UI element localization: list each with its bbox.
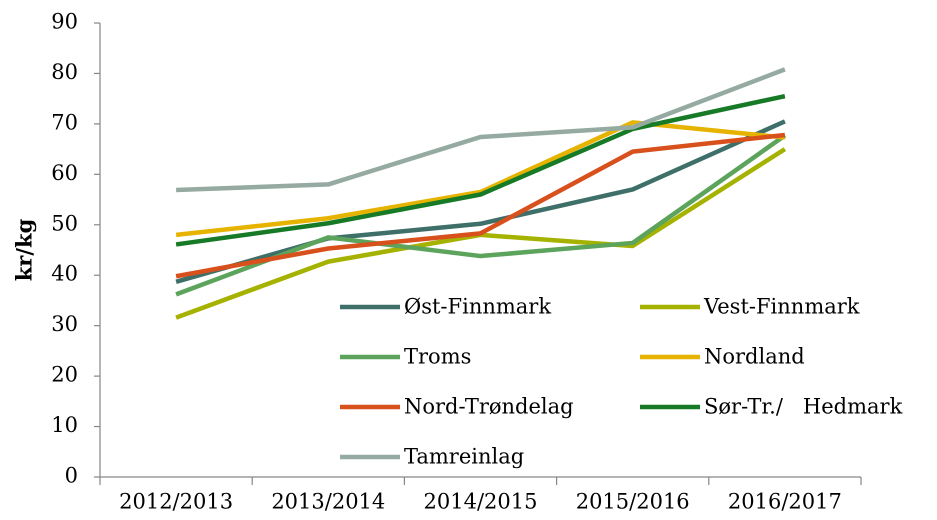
y-tick-label: 40 <box>51 262 78 286</box>
series-line <box>175 93 786 247</box>
y-tick-label: 80 <box>51 60 78 84</box>
y-tick-label: 30 <box>51 312 78 336</box>
y-tick-label: 90 <box>51 10 78 34</box>
y-tick-label: 20 <box>51 363 78 387</box>
y-tick-label: 70 <box>51 110 78 134</box>
series-line <box>175 119 786 284</box>
x-tick-label: 2014/2015 <box>424 490 538 514</box>
legend-label: Tamreinlag <box>404 445 524 469</box>
x-tick-label: 2013/2014 <box>271 490 385 514</box>
series-line <box>175 132 786 279</box>
legend-label: Øst-Finnmark <box>404 295 551 319</box>
y-tick-label: 50 <box>51 211 78 235</box>
y-tick-label: 0 <box>65 464 78 488</box>
series-line <box>175 133 787 297</box>
x-tick-label: 2012/2013 <box>119 490 233 514</box>
y-axis-label: kr/kg <box>12 218 37 281</box>
series-line <box>175 120 786 238</box>
legend-label: Nord-Trøndelag <box>404 395 574 419</box>
x-tick-label: 2016/2017 <box>728 490 842 514</box>
legend-label: Troms <box>404 345 471 369</box>
y-tick-label: 60 <box>51 161 78 185</box>
legend-label: Nordland <box>704 345 805 369</box>
legend-label: Vest-Finnmark <box>703 295 860 319</box>
x-tick-label: 2015/2016 <box>576 490 690 514</box>
series-line <box>176 67 786 193</box>
y-tick-label: 10 <box>51 413 78 437</box>
legend-label: Sør-Tr./ Hedmark <box>704 395 903 419</box>
